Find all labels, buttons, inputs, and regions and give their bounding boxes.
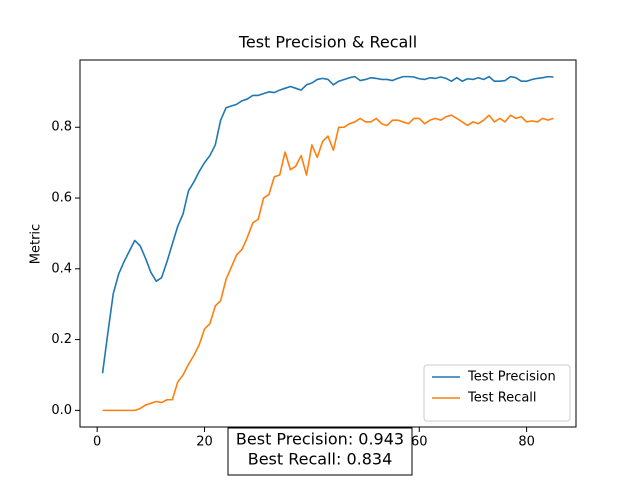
series-line xyxy=(102,114,554,412)
axes-frame xyxy=(79,59,577,428)
x-tick-label: 60 xyxy=(411,435,428,450)
y-tick-label: 0.8 xyxy=(51,120,72,135)
chart-title: Test Precision & Recall xyxy=(238,33,417,52)
x-tick-label: 20 xyxy=(196,435,213,450)
y-tick-label: 0.2 xyxy=(51,332,72,347)
legend-label: Test Recall xyxy=(467,391,537,406)
y-tick-label: 0.6 xyxy=(51,191,72,206)
y-tick-label: 0.0 xyxy=(51,403,72,418)
legend-box xyxy=(423,364,571,422)
x-tick-label: 80 xyxy=(518,435,535,450)
series-line xyxy=(101,75,554,374)
annotation-text: Best Precision: 0.943 xyxy=(236,430,404,449)
x-tick-label: 0 xyxy=(93,435,101,450)
annotation-text: Best Recall: 0.834 xyxy=(248,450,393,469)
y-axis-label: Metric xyxy=(29,224,44,264)
legend-label: Test Precision xyxy=(467,370,556,385)
annotation-box xyxy=(227,427,413,476)
y-tick-label: 0.4 xyxy=(51,261,72,276)
